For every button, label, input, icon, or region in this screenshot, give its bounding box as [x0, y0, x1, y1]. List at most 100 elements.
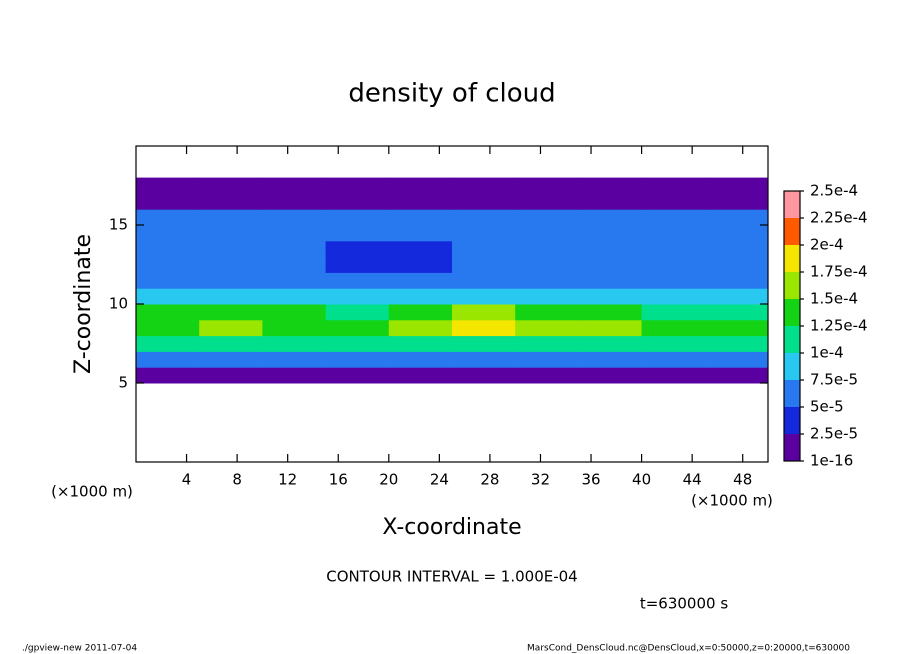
- cell: [515, 209, 579, 226]
- cell: [325, 272, 390, 289]
- x-tick-label: 32: [531, 471, 550, 489]
- cell: [325, 177, 390, 194]
- cell: [388, 335, 453, 352]
- cell: [262, 288, 327, 305]
- y-axis-label: Z-coordinate: [71, 234, 96, 374]
- cell: [199, 335, 263, 352]
- cell: [452, 288, 516, 305]
- cell: [515, 272, 579, 289]
- cell: [388, 240, 453, 258]
- cell: [262, 367, 327, 384]
- cell: [452, 351, 516, 368]
- cell: [641, 177, 706, 194]
- colorbar-label: 2.25e-4: [810, 209, 868, 227]
- cell: [452, 177, 516, 194]
- cell: [388, 209, 453, 226]
- cell: [704, 319, 769, 337]
- colorbar-label: 2.5e-5: [810, 425, 858, 443]
- cell: [578, 272, 643, 289]
- cell: [262, 240, 327, 258]
- colorbar-swatch: [784, 191, 800, 218]
- x-unit: (×1000 m): [51, 483, 133, 501]
- colorbar-swatch: [784, 245, 800, 272]
- cell: [641, 256, 706, 273]
- cell: [325, 367, 390, 384]
- cell: [641, 225, 706, 242]
- time-note: t=630000 s: [640, 595, 728, 613]
- cell: [515, 288, 579, 305]
- cell: [578, 240, 643, 258]
- colorbar-label: 1e-4: [810, 344, 844, 362]
- cell: [641, 193, 706, 210]
- x-tick-label: 20: [379, 471, 398, 489]
- cell: [325, 193, 390, 210]
- cell: [515, 256, 579, 273]
- cell: [262, 225, 327, 242]
- cell: [136, 319, 200, 337]
- cell: [136, 177, 200, 194]
- cell: [452, 367, 516, 384]
- x-tick-label: 36: [581, 471, 600, 489]
- colorbar-label: 5e-5: [810, 398, 844, 416]
- cell: [578, 209, 643, 226]
- cell: [262, 193, 327, 210]
- cell: [136, 240, 200, 258]
- cell: [199, 319, 263, 337]
- cell: [388, 177, 453, 194]
- x-tick-label: 12: [278, 471, 297, 489]
- cell: [704, 225, 769, 242]
- cell: [578, 193, 643, 210]
- cell: [262, 209, 327, 226]
- x-tick-label: 16: [329, 471, 348, 489]
- cell: [325, 304, 390, 321]
- cell: [578, 256, 643, 273]
- cell: [641, 209, 706, 226]
- cell: [515, 193, 579, 210]
- cell: [452, 256, 516, 273]
- x-tick-label: 8: [232, 471, 242, 489]
- cell: [199, 367, 263, 384]
- cell: [641, 367, 706, 384]
- cell: [136, 256, 200, 273]
- cell: [578, 177, 643, 194]
- colorbar-label: 7.5e-5: [810, 371, 858, 389]
- cell: [262, 272, 327, 289]
- footer-left: ./gpview-new 2011-07-04: [22, 644, 137, 654]
- cell: [452, 335, 516, 352]
- cell: [515, 225, 579, 242]
- cell: [388, 367, 453, 384]
- cell: [136, 351, 200, 368]
- cell: [578, 225, 643, 242]
- cell: [388, 319, 453, 337]
- contour-note: CONTOUR INTERVAL = 1.000E-04: [326, 568, 577, 586]
- cell: [136, 335, 200, 352]
- cell: [452, 319, 516, 337]
- colorbar-label: 2e-4: [810, 236, 844, 254]
- x-tick-label: 44: [683, 471, 702, 489]
- cell: [452, 193, 516, 210]
- x-tick-label: 28: [480, 471, 499, 489]
- x-tick-label: 24: [430, 471, 449, 489]
- cell: [641, 304, 706, 321]
- cell: [704, 304, 769, 321]
- cell: [704, 272, 769, 289]
- footer-right: MarsCond_DensCloud.nc@DensCloud,x=0:5000…: [527, 644, 850, 654]
- cell: [136, 272, 200, 289]
- cell: [641, 351, 706, 368]
- cell: [641, 272, 706, 289]
- cell: [515, 319, 579, 337]
- cell: [136, 367, 200, 384]
- cell: [388, 225, 453, 242]
- cell: [388, 272, 453, 289]
- cell: [578, 288, 643, 305]
- cell: [515, 351, 579, 368]
- cell: [388, 256, 453, 273]
- cell: [262, 319, 327, 337]
- colorbar-label: 2.5e-4: [810, 182, 858, 200]
- cell: [325, 240, 390, 258]
- cell: [136, 193, 200, 210]
- cell: [199, 177, 263, 194]
- cell: [704, 209, 769, 226]
- cell: [452, 209, 516, 226]
- cell: [641, 240, 706, 258]
